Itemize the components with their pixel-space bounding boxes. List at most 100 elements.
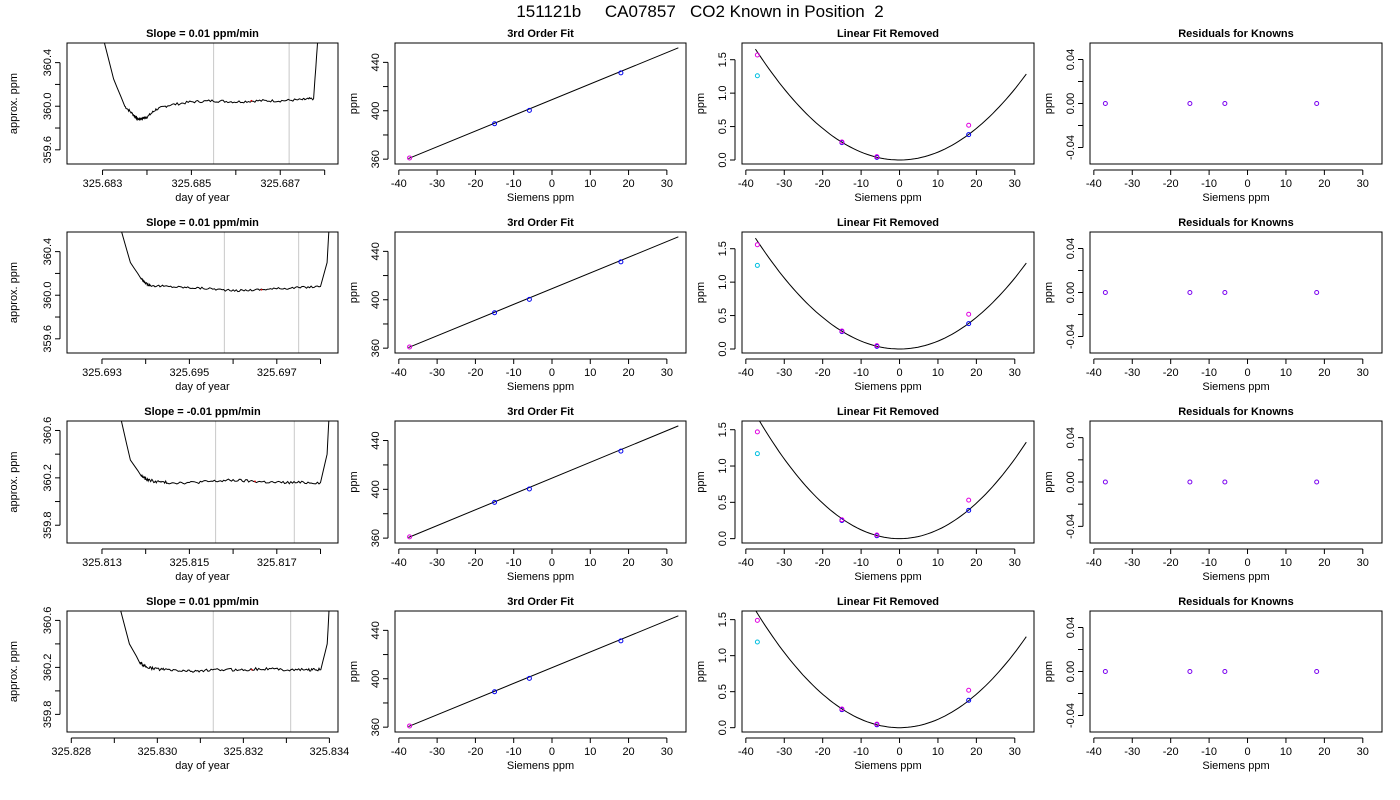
y-tick-label: 360.2 (42, 464, 54, 492)
residual-point-magenta (754, 617, 760, 623)
x-tick-label: 10 (584, 557, 596, 569)
plot-frame (66, 610, 339, 733)
residual-point-blue (966, 507, 972, 513)
x-axis-label: Siemens ppm (1202, 760, 1269, 772)
fit-point (407, 344, 413, 350)
x-tick-label: 20 (1318, 178, 1330, 190)
fit-point (526, 296, 532, 302)
plot-frame (394, 420, 687, 544)
y-tick-label: 1.0 (717, 648, 729, 663)
known-residual-point (1314, 290, 1320, 295)
residual-point-cyan (754, 73, 760, 79)
y-axis-label: ppm (1043, 282, 1055, 303)
plot-area (1102, 101, 1320, 106)
x-tick-label: 10 (584, 178, 596, 190)
y-tick-label: 359.8 (42, 511, 54, 539)
y-axis-label: ppm (348, 93, 360, 114)
y-tick-label: 360 (370, 150, 382, 168)
y-tick-label: 440 (370, 621, 382, 639)
y-tick-label: 0.04 (1065, 427, 1077, 448)
plot-area (1102, 290, 1320, 295)
y-tick-label: 359.6 (42, 325, 54, 353)
plot-area (754, 237, 1027, 350)
panel-title: Linear Fit Removed (837, 217, 939, 229)
y-tick-label: 400 (370, 102, 382, 120)
plot-area (103, 43, 319, 164)
x-tick-label: 325.813 (82, 557, 122, 569)
x-tick-label: 20 (970, 367, 982, 379)
x-tick-label: 30 (1009, 746, 1021, 758)
panel-title: Linear Fit Removed (837, 596, 939, 608)
y-tick-label: 359.8 (42, 701, 54, 729)
plot-area (120, 421, 330, 543)
x-tick-label: 325.834 (310, 746, 350, 758)
x-axis-label: Siemens ppm (507, 760, 574, 772)
y-tick-label: -0.04 (1065, 324, 1077, 349)
y-axis-label: approx. ppm (8, 451, 20, 512)
x-tick-label: -30 (429, 367, 445, 379)
x-tick-label: 325.832 (223, 746, 263, 758)
x-tick-label: 30 (1357, 367, 1369, 379)
x-tick-label: 325.687 (260, 178, 300, 190)
residual-point-magenta (839, 139, 845, 145)
x-tick-label: 30 (1357, 746, 1369, 758)
known-residual-point (1222, 290, 1228, 295)
known-residual-point (1102, 101, 1108, 106)
plot-frame (394, 42, 687, 165)
fit-point (526, 107, 532, 113)
x-tick-label: -40 (391, 367, 407, 379)
y-tick-label: 440 (370, 242, 382, 260)
known-residual-point (1102, 479, 1108, 485)
y-tick-label: 400 (370, 480, 382, 498)
x-tick-label: -40 (391, 746, 407, 758)
fit-point (407, 534, 413, 540)
quadratic-curve (754, 237, 1027, 350)
y-tick-label: 400 (370, 291, 382, 309)
x-tick-label: -20 (1163, 178, 1179, 190)
fit-point (492, 121, 498, 127)
x-tick-label: 30 (661, 178, 673, 190)
x-tick-label: -20 (815, 367, 831, 379)
panel-time-trace-row-4: Slope = 0.01 ppm/min 325.828 325.830 325.83… (8, 596, 349, 772)
plot-frame (1089, 420, 1383, 544)
x-tick-label: 325.685 (172, 178, 212, 190)
panel-title: Linear Fit Removed (837, 406, 939, 418)
x-tick-label: -10 (1201, 746, 1217, 758)
x-tick-label: 0 (896, 746, 902, 758)
co2-trace-line (121, 232, 330, 293)
residual-point-magenta (754, 242, 760, 248)
x-tick-label: -20 (1163, 367, 1179, 379)
plot-area (407, 236, 679, 350)
panel-fit-row-2: 3rd Order Fit -40 -30 -20 -10 0 10 20 30 Siemens … (348, 217, 687, 393)
y-axis-label: approx. ppm (8, 262, 20, 323)
y-tick-label: 360.2 (42, 654, 54, 682)
x-tick-label: 0 (1244, 178, 1250, 190)
known-residual-point (1187, 479, 1193, 485)
panel-title: Residuals for Knowns (1178, 28, 1294, 40)
x-tick-label: 0 (896, 367, 902, 379)
x-tick-label: 325.695 (170, 367, 210, 379)
x-axis-label: Siemens ppm (1202, 381, 1269, 393)
x-tick-label: 30 (1009, 178, 1021, 190)
y-tick-label: 360.0 (42, 92, 54, 120)
x-tick-label: 20 (1318, 746, 1330, 758)
x-tick-label: 0 (1244, 557, 1250, 569)
panel-fit-row-4: 3rd Order Fit -40 -30 -20 -10 0 10 20 30 Siemens … (348, 596, 687, 772)
fit-point (526, 675, 532, 681)
x-tick-label: -40 (1086, 746, 1102, 758)
known-residual-point (1222, 101, 1228, 106)
y-tick-label: 0.04 (1065, 49, 1077, 70)
y-tick-label: 1.0 (717, 274, 729, 289)
figure-title: 151121b CA07857 CO2 Known in Position 2 (516, 2, 884, 21)
panel-title: Residuals for Knowns (1178, 217, 1294, 229)
residual-point-blue (966, 321, 972, 327)
panel-title: Slope = 0.01 ppm/min (146, 596, 259, 608)
x-tick-label: 20 (970, 746, 982, 758)
x-tick-label: -30 (1124, 367, 1140, 379)
panel-residuals-row-4: Residuals for Knowns -40 -30 -20 -10 0 10 20 30 S… (1043, 596, 1383, 772)
y-tick-label: 0.0 (717, 341, 729, 356)
x-tick-label: 30 (661, 557, 673, 569)
x-axis-label: Siemens ppm (854, 571, 921, 583)
y-tick-label: 0.5 (717, 495, 729, 510)
plot-frame (66, 231, 339, 354)
